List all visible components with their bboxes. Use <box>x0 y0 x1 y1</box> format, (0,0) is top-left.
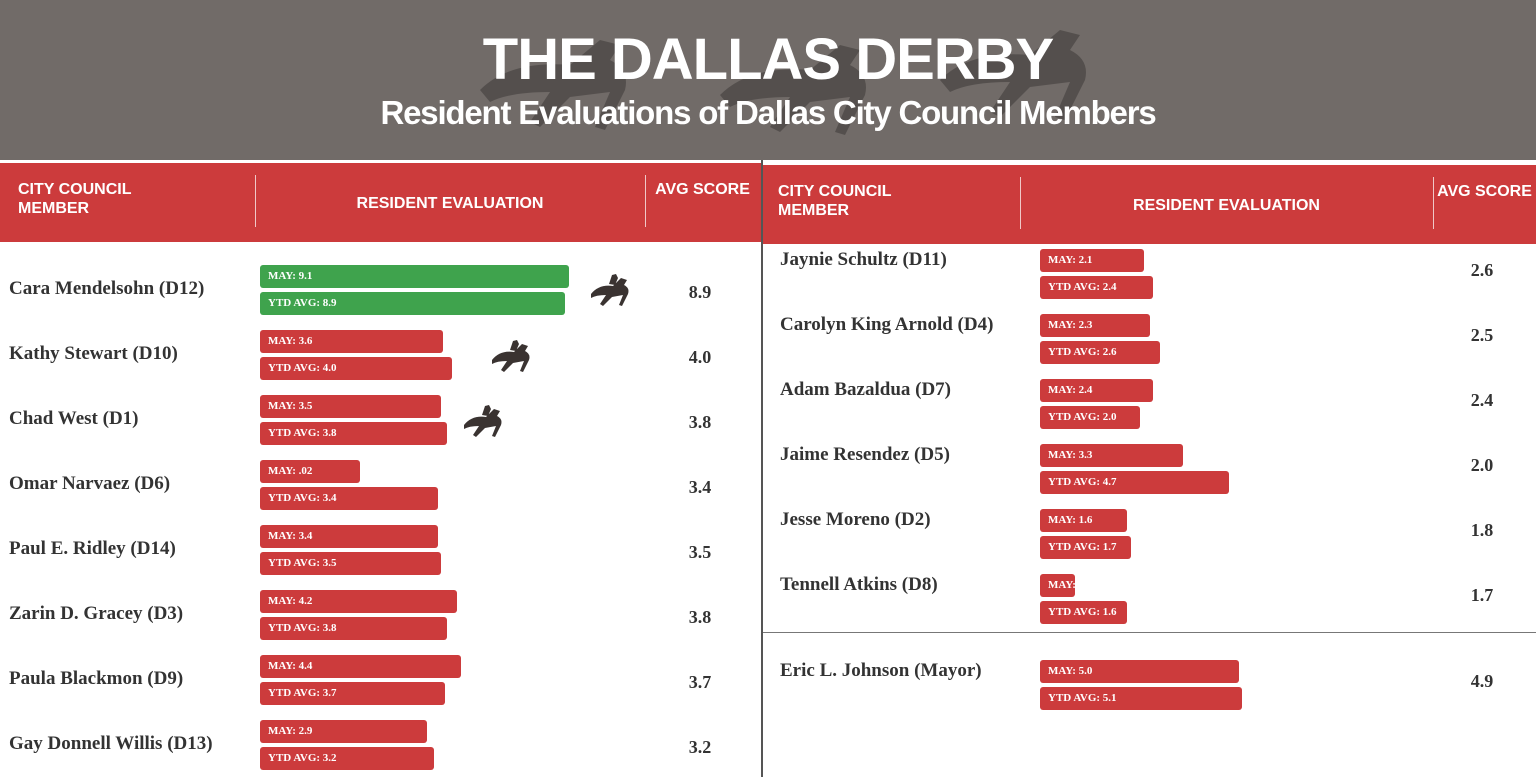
score-bar: MAY: 0.0 <box>1040 574 1092 597</box>
member-name: Jaime Resendez (D5) <box>780 444 950 465</box>
column-rule <box>255 175 256 227</box>
score-bar: MAY: 2.4 <box>1040 379 1154 402</box>
avg-score: 2.0 <box>1470 455 1494 475</box>
score-bar: MAY: 2.9 <box>260 720 427 743</box>
avg-score: 3.4 <box>688 477 712 497</box>
score-bar: MAY: 3.6 <box>260 330 443 353</box>
score-bar: MAY: 4.2 <box>260 590 457 613</box>
score-bar: MAY: 5.0 <box>1040 660 1239 683</box>
score-bar: YTD AVG: 3.8 <box>260 422 448 445</box>
score-bar: MAY: .02 <box>260 460 361 483</box>
member-name: Chad West (D1) <box>9 408 139 429</box>
title: THE DALLAS DERBY <box>482 27 1054 92</box>
avg-score: 8.9 <box>688 282 712 302</box>
table-header <box>0 163 761 242</box>
score-bar: YTD AVG: 2.0 <box>1040 406 1141 429</box>
member-name: Tennell Atkins (D8) <box>780 574 938 595</box>
member-name: Jesse Moreno (D2) <box>780 509 931 530</box>
divider <box>761 160 763 777</box>
member-name: Cara Mendelsohn (D12) <box>9 278 205 299</box>
score-bar: YTD AVG: 3.7 <box>260 682 446 705</box>
avg-score: 2.6 <box>1470 260 1494 280</box>
horse-icon <box>464 405 502 437</box>
avg-score: 2.5 <box>1470 325 1494 345</box>
subtitle: Resident Evaluations of Dallas City Coun… <box>380 94 1157 131</box>
score-bar: YTD AVG: 4.7 <box>1040 471 1229 494</box>
score-bar: MAY: 2.1 <box>1040 249 1144 272</box>
score-bar: MAY: 9.1 <box>260 265 570 288</box>
member-name: Paul E. Ridley (D14) <box>9 538 176 559</box>
member-name: Eric L. Johnson (Mayor) <box>780 660 982 681</box>
member-name: Gay Donnell Willis (D13) <box>9 733 213 754</box>
avg-score: 3.7 <box>688 672 712 692</box>
score-bar: YTD AVG: 3.2 <box>260 747 434 770</box>
member-name: Jaynie Schultz (D11) <box>780 249 947 270</box>
avg-score: 4.9 <box>1470 671 1494 691</box>
avg-score: 3.8 <box>688 412 712 432</box>
score-bar: YTD AVG: 5.1 <box>1040 687 1242 710</box>
member-name: Kathy Stewart (D10) <box>9 343 178 364</box>
avg-score: 3.5 <box>688 542 712 562</box>
avg-score: 2.4 <box>1470 390 1494 410</box>
score-bar: YTD AVG: 8.9 <box>260 292 565 315</box>
column-header: RESIDENT EVALUATION <box>1133 197 1320 214</box>
member-name: Paula Blackmon (D9) <box>9 668 184 689</box>
score-bar: YTD AVG: 1.7 <box>1040 536 1131 559</box>
member-name: Adam Bazaldua (D7) <box>780 379 952 400</box>
score-bar: YTD AVG: 4.0 <box>260 357 452 380</box>
avg-score: 3.8 <box>688 607 712 627</box>
score-bar: YTD AVG: 3.8 <box>260 617 448 640</box>
column-header: RESIDENT EVALUATION <box>356 195 544 212</box>
horse-icon <box>591 274 629 306</box>
member-name: Zarin D. Gracey (D3) <box>9 603 184 624</box>
score-bar: YTD AVG: 3.4 <box>260 487 439 510</box>
score-bar: YTD AVG: 3.5 <box>260 552 441 575</box>
score-bar: MAY: 1.6 <box>1040 509 1128 532</box>
score-bar: MAY: 2.3 <box>1040 314 1151 337</box>
score-bar: MAY: 3.4 <box>260 525 439 548</box>
column-header: CITY COUNCIL MEMBER <box>18 181 132 217</box>
score-bar: YTD AVG: 2.4 <box>1040 276 1154 299</box>
avg-score: 1.7 <box>1470 585 1494 605</box>
score-bar: MAY: 3.3 <box>1040 444 1183 467</box>
horse-backdrop <box>480 30 1086 135</box>
separator <box>763 632 1536 633</box>
score-bar: YTD AVG: 2.6 <box>1040 341 1161 364</box>
horse-icon <box>492 340 530 372</box>
column-header: CITY COUNCIL MEMBER <box>778 183 892 219</box>
avg-score: 3.2 <box>688 737 712 757</box>
table-header <box>763 165 1536 244</box>
column-header: AVG SCORE <box>1437 183 1532 200</box>
header: THE DALLAS DERBY Resident Evaluations of… <box>0 0 1536 160</box>
member-name: Carolyn King Arnold (D4) <box>780 314 994 335</box>
column-rule <box>1020 177 1021 229</box>
avg-score: 4.0 <box>688 347 712 367</box>
member-name: Omar Narvaez (D6) <box>9 473 171 494</box>
score-bar: MAY: 4.4 <box>260 655 462 678</box>
column-rule <box>645 175 646 227</box>
column-header: AVG SCORE <box>655 181 750 198</box>
avg-score: 1.8 <box>1470 520 1494 540</box>
score-bar: MAY: 3.5 <box>260 395 441 418</box>
score-bar: YTD AVG: 1.6 <box>1040 601 1128 624</box>
column-rule <box>1433 177 1434 229</box>
